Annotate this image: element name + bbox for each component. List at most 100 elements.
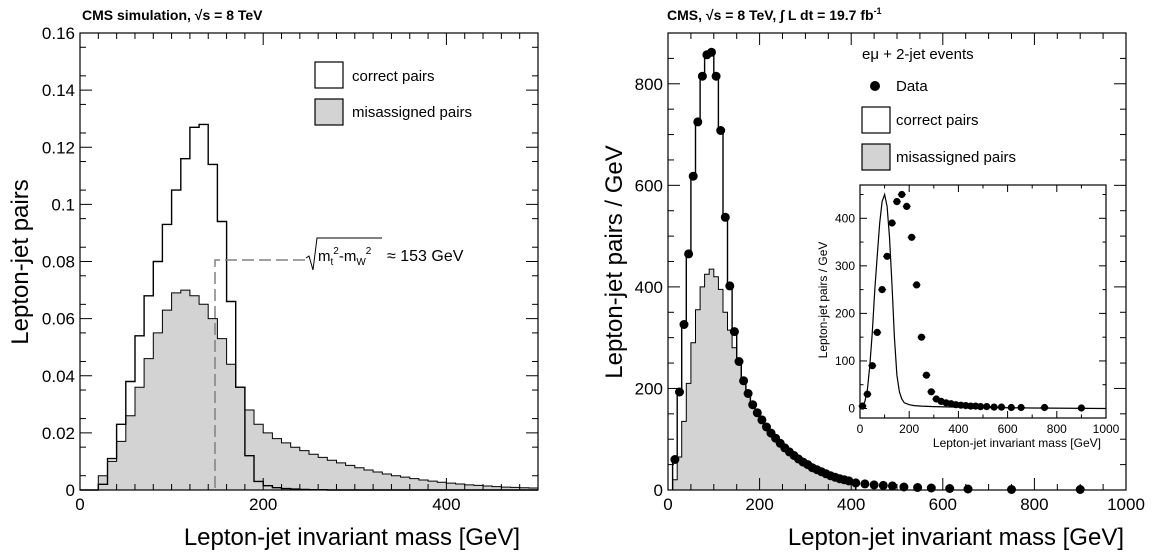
y-tick-label: 0 [848,401,855,415]
x-tick-label: 600 [998,422,1018,436]
y-tick-label: 0.12 [42,138,75,157]
data-point [752,408,762,418]
data-point [675,387,684,397]
data-point [684,249,694,259]
left-y-axis-label: Lepton-jet pairs [7,179,34,344]
data-point [720,212,730,222]
x-tick-label: 400 [837,495,865,514]
y-tick-label: 800 [635,75,663,94]
inset-data-point [888,219,896,227]
data-point [679,320,689,329]
inset-data-point [1007,403,1015,412]
y-tick-label: 100 [835,354,855,368]
right-chart-title: CMS, √s = 8 TeV, ∫ L dt = 19.7 fb-1 [667,6,882,24]
inset-data-point [976,403,985,411]
y-tick-label: 0 [66,481,75,500]
x-tick-label: 0 [75,495,84,514]
x-tick-label: 0 [857,422,864,436]
legend-swatch-misassigned [314,98,344,126]
legend-label-misassigned: misassigned pairs [352,104,472,121]
x-tick-label: 400 [432,495,460,514]
inset-y-axis-label: Lepton-jet pairs / GeV [816,242,830,359]
y-tick-label: 400 [635,278,663,297]
legend-label-correct: correct pairs [352,68,435,85]
inset-data-point [903,202,911,210]
inset-data-point [868,362,876,370]
inset-data-point [997,403,1006,411]
inset-frame [859,184,1107,419]
legend-label-misassigned-right: misassigned pairs [896,149,1016,166]
inset-data-point [1040,403,1049,412]
y-tick-label: 0.02 [42,424,75,443]
inset-fit-curve [859,192,1107,410]
data-point [899,482,909,492]
data-point [697,71,707,81]
inset-data-point [883,252,891,260]
inset-data-point [983,403,991,411]
x-tick-label: 200 [249,495,277,514]
right-chart: CMS, √s = 8 TeV, ∫ L dt = 19.7 fb-1 Lept… [601,6,1145,551]
x-tick-label: 1000 [1093,422,1120,436]
annotation-dashed-line [214,259,308,488]
x-tick-label: 200 [745,495,773,514]
x-tick-label: 0 [663,495,672,514]
left-axis-ticks: 0 200 400 0 0.02 0.04 0.06 0.08 0.1 0.12 0.14 0.16 [42,24,539,514]
inset-chart: 0 200 400 600 800 1000 0 100 200 300 400 Lepton-je… [816,184,1120,450]
inset-data-point [927,388,935,396]
inset-data-point [1017,403,1025,412]
data-point [757,415,767,425]
data-point [725,281,735,291]
y-tick-label: 0 [654,481,663,500]
legend-label-correct-right: correct pairs [896,112,979,129]
x-tick-label: 1000 [1107,495,1145,514]
y-tick-label: 200 [635,379,663,398]
data-point [707,47,716,57]
inset-axis-ticks: 0 200 400 600 800 1000 0 100 200 300 400 [835,185,1120,436]
x-tick-label: 800 [1020,495,1048,514]
legend-header: eμ + 2-jet events [862,46,974,63]
left-plot-area [80,123,539,491]
y-tick-label: 600 [635,176,663,195]
y-tick-label: 0.06 [42,310,75,329]
inset-data-point [873,328,881,336]
left-x-axis-label: Lepton-jet invariant mass [GeV] [184,524,520,551]
y-tick-label: 0.16 [42,24,75,43]
inset-data-point [898,190,906,199]
y-tick-label: 0.14 [42,81,75,100]
data-point [670,455,680,464]
y-tick-label: 0.1 [51,195,75,214]
inset-data-point [893,198,901,206]
sqrt-sign [305,237,382,271]
data-point [926,483,936,493]
right-y-axis-label: Lepton-jet pairs / GeV [601,145,628,378]
data-point [688,171,698,181]
y-tick-label: 200 [835,306,855,320]
inset-data-point [922,371,931,379]
right-legend: eμ + 2-jet events Data correct pairs mis… [861,46,1016,171]
data-point [878,480,888,490]
x-tick-label: 800 [1047,422,1067,436]
inset-x-axis-label: Lepton-jet invariant mass [GeV] [933,436,1101,450]
mass-annotation: mt2-mW2 ≈ 153 GeV [214,237,464,488]
legend-swatch-misassigned-right [861,143,891,171]
x-tick-label: 200 [899,422,919,436]
legend-swatch-data [870,81,880,91]
annotation-text: ≈ 153 GeV [387,248,464,265]
inset-data-point [878,286,886,294]
data-point [729,327,739,337]
inset-data-point [913,281,921,289]
data-point [913,483,923,492]
inset-data-point [863,390,872,398]
data-point [734,357,744,366]
inset-data-point [908,233,916,241]
inset-plot-area [858,190,1107,412]
data-point [716,126,726,135]
data-point [887,481,897,491]
legend-swatch-correct-right [861,106,891,134]
data-point [743,389,753,398]
left-legend: correct pairs misassigned pairs [314,61,472,126]
x-tick-label: 600 [929,495,957,514]
right-x-axis-label: Lepton-jet invariant mass [GeV] [788,524,1124,551]
